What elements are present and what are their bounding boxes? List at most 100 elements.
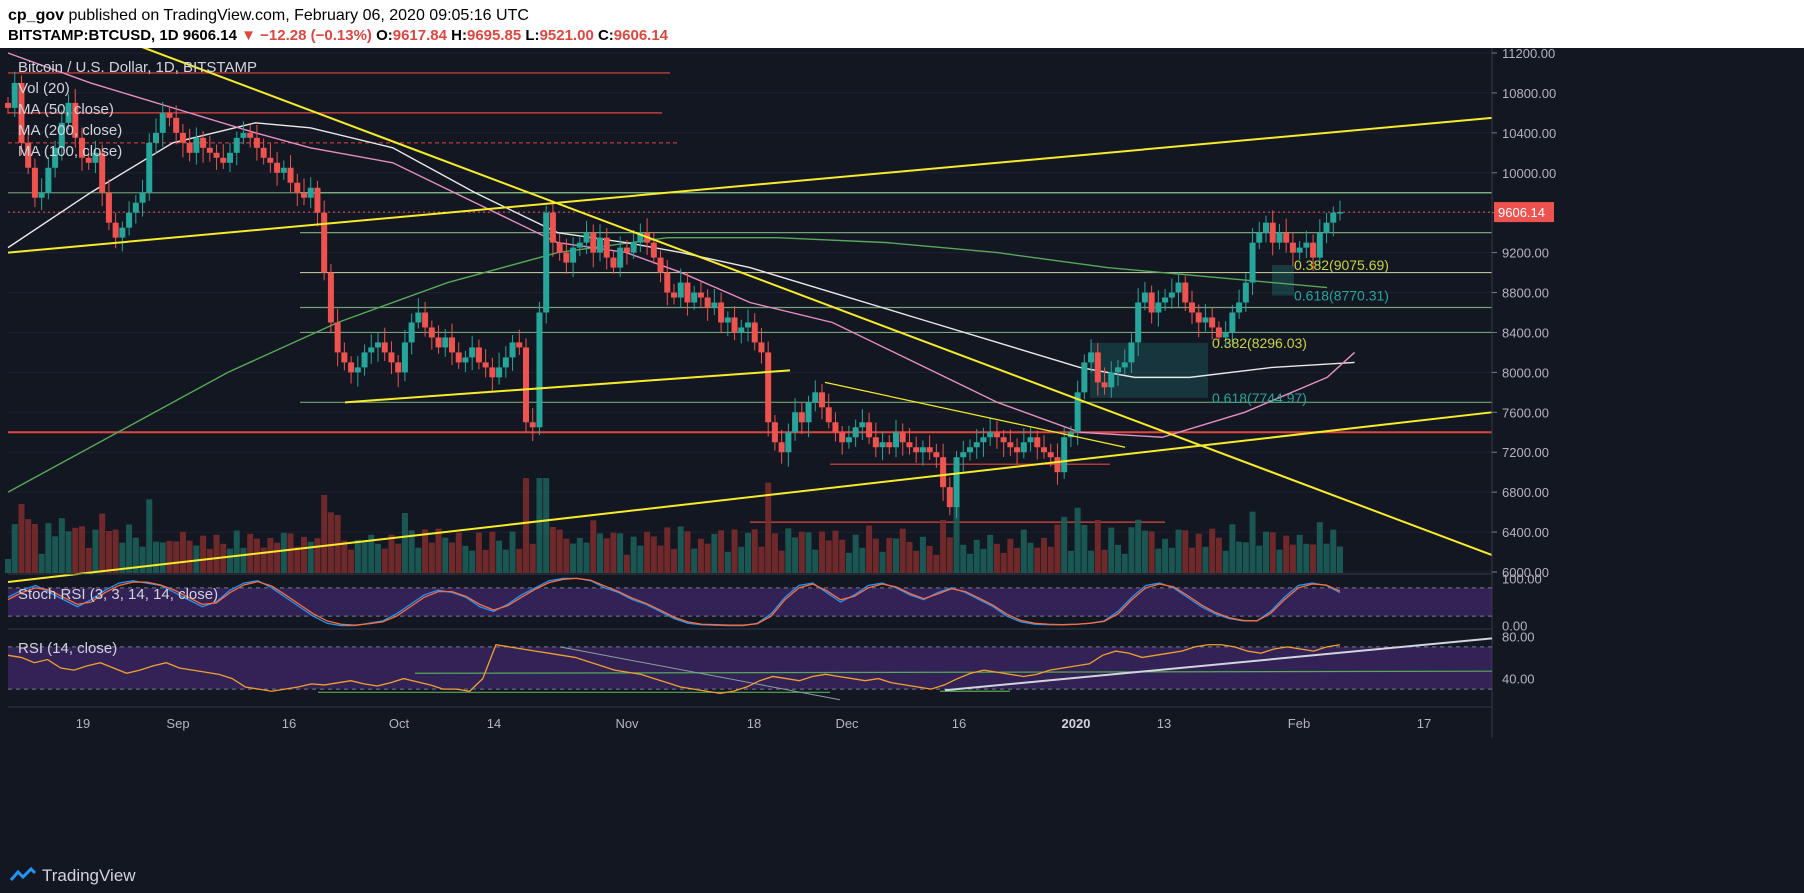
candle-body (348, 362, 355, 373)
volume-bar (919, 536, 926, 573)
candle-body (845, 437, 852, 443)
candle-body (415, 312, 422, 323)
chart-area[interactable]: 0.382(9075.69) 0.618(8770.31) 0.382(8296.0… (0, 48, 1804, 858)
volume-bar (1088, 550, 1095, 573)
candle-body (556, 242, 563, 253)
candle-body (72, 102, 79, 138)
price-tick-label: 11200.00 (1502, 48, 1555, 61)
candle-body (247, 132, 254, 138)
candle-body (919, 447, 926, 453)
candle-body (940, 457, 947, 488)
candle-body (79, 137, 85, 158)
volume-bar (644, 531, 651, 573)
candle-body (1303, 242, 1310, 248)
volume-bar (1141, 530, 1148, 573)
price-axis[interactable]: 6000.00 6400.00 6800.00 7200.00 7600.00 8000.… (1491, 48, 1804, 858)
volume-bar (987, 534, 994, 573)
candle-body (697, 292, 704, 298)
candle-body (401, 342, 408, 373)
candle-body (563, 252, 570, 263)
candle-body (186, 142, 193, 153)
candle-body (549, 212, 556, 243)
candle-body (307, 187, 314, 198)
candle-body (1061, 437, 1068, 473)
volume-bar (570, 543, 577, 573)
candle-body (1115, 367, 1121, 373)
volume-bar (1337, 546, 1343, 573)
candle-body (368, 347, 375, 353)
candle-body (1074, 392, 1081, 433)
candle-body (1168, 292, 1175, 298)
volume-bar (1061, 516, 1068, 573)
candle-body (267, 157, 274, 163)
candle-body (1222, 332, 1229, 338)
volume-bar (1081, 525, 1088, 573)
candle-body (166, 112, 173, 118)
candle-body (1296, 247, 1303, 253)
volume-bar (1316, 522, 1323, 573)
time-tick-label: 13 (1157, 716, 1171, 731)
symbol-interval: BITSTAMP:BTCUSD, 1D (8, 27, 179, 44)
chart-canvas[interactable]: 0.382(9075.69) 0.618(8770.31) 0.382(8296.0… (0, 48, 1804, 858)
volume-bar (1074, 507, 1081, 573)
time-tick-label: 14 (487, 716, 501, 731)
volume-bar (341, 540, 348, 573)
candle-body (119, 227, 126, 238)
candle-body (38, 192, 45, 198)
last-price: 9606.14 (182, 27, 237, 44)
trendline-wedge (824, 381, 1126, 448)
fib-level-label: 0.618(8770.31) (1294, 287, 1389, 303)
time-axis[interactable]: 19 Sep 16 Oct 14 Nov 18 Dec 16 2020 13 Feb 17 (8, 706, 1492, 731)
candle-body (745, 322, 751, 328)
volume-bar (798, 531, 805, 573)
volume-bar (866, 525, 873, 573)
candle-body (1128, 342, 1135, 363)
volume-bar (623, 554, 630, 573)
candle-body (159, 112, 166, 133)
rsi-pane[interactable]: 40.00 80.00 (7, 628, 1535, 701)
price-tick-label: 7600.00 (1502, 405, 1549, 420)
stoch-rsi-pane[interactable]: 0.00 100.00 (7, 571, 1542, 634)
candle-body (785, 432, 792, 453)
candle-body (691, 292, 698, 303)
candle-body (718, 302, 725, 323)
candle-body (132, 202, 139, 213)
volume-bar (267, 537, 274, 573)
open-label: O: (376, 27, 393, 44)
candle-body (650, 242, 657, 258)
candle-body (1337, 212, 1343, 214)
volume-bar (576, 537, 583, 573)
candle-body (765, 352, 772, 423)
candle-body (677, 282, 684, 298)
volume-bar (220, 543, 227, 573)
candle-body (1229, 312, 1236, 333)
tradingview-logo-icon (10, 867, 36, 881)
rsi-trendline (414, 670, 1493, 674)
time-tick-label: 17 (1417, 716, 1431, 731)
candle-body (637, 232, 644, 243)
candle-body (973, 442, 980, 448)
candle-body (85, 157, 92, 163)
candle-body (1027, 437, 1034, 443)
volume-bar (664, 527, 671, 573)
candle-body (933, 452, 940, 458)
candle-body (987, 432, 994, 438)
candle-body (92, 152, 99, 163)
volume-bar (79, 526, 85, 573)
candle-body (704, 297, 711, 308)
fib-zone-upper (1272, 264, 1294, 296)
volume-bar (395, 543, 402, 573)
candle-body (671, 292, 677, 298)
grid-lines (8, 52, 1492, 573)
candle-body (482, 362, 489, 368)
volume-bar (213, 534, 220, 573)
author-name[interactable]: cp_gov (8, 7, 65, 24)
volume-bar (139, 546, 146, 573)
volume-bar (1094, 520, 1101, 573)
volume-bar (563, 538, 570, 573)
volume-bar (489, 531, 496, 573)
volume-bar (549, 527, 556, 573)
tradingview-brand[interactable]: TradingView (42, 866, 136, 885)
volume-bar (1323, 543, 1330, 573)
